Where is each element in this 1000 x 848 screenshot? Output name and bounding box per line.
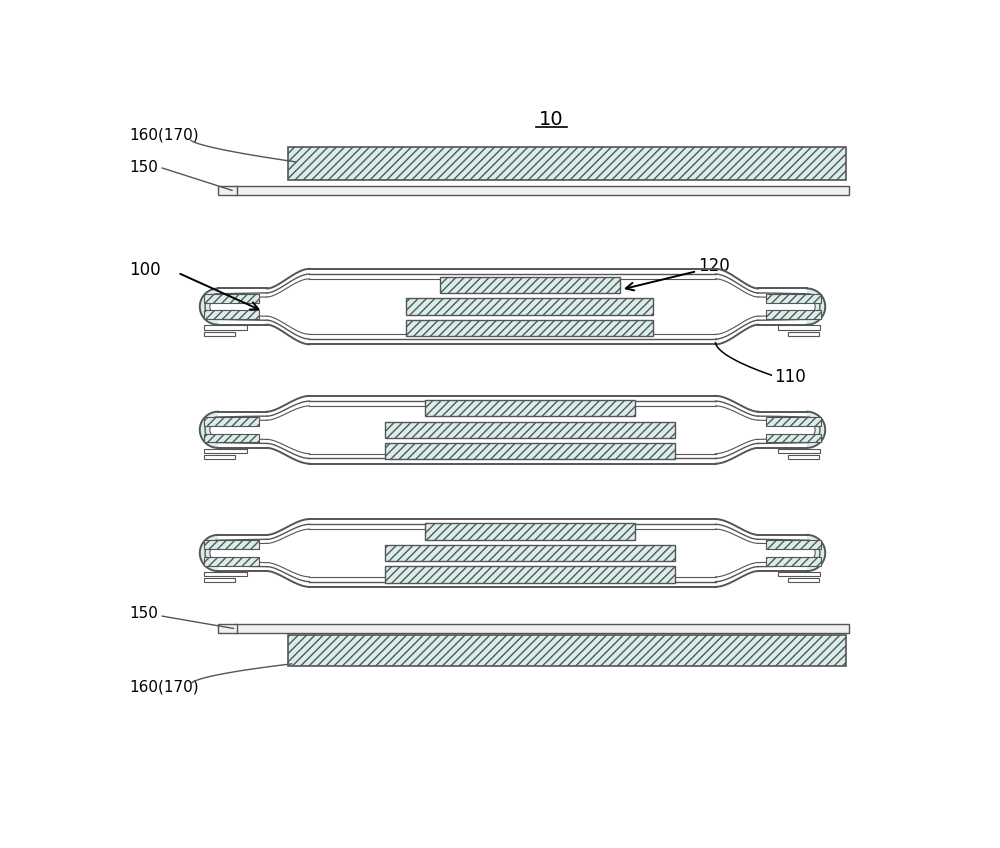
- Bar: [425, 523, 635, 539]
- Bar: [204, 294, 259, 303]
- Bar: [788, 332, 819, 336]
- Bar: [288, 634, 846, 667]
- Bar: [204, 326, 247, 330]
- Polygon shape: [309, 269, 716, 344]
- Bar: [778, 326, 820, 330]
- Bar: [385, 444, 675, 460]
- Bar: [288, 148, 846, 180]
- Bar: [766, 417, 821, 426]
- Bar: [406, 298, 653, 315]
- Bar: [778, 572, 820, 576]
- Bar: [204, 455, 235, 459]
- Bar: [204, 417, 259, 426]
- Bar: [204, 540, 259, 550]
- Text: 120: 120: [698, 257, 730, 275]
- Bar: [440, 277, 620, 293]
- Bar: [406, 320, 653, 336]
- Bar: [218, 186, 237, 195]
- Text: 110: 110: [774, 368, 806, 387]
- Bar: [204, 332, 235, 336]
- Polygon shape: [807, 535, 825, 571]
- Bar: [385, 545, 675, 561]
- Bar: [766, 310, 821, 320]
- Polygon shape: [807, 288, 825, 325]
- Text: 150: 150: [129, 606, 158, 622]
- Bar: [218, 624, 237, 633]
- Bar: [204, 557, 259, 566]
- Bar: [766, 557, 821, 566]
- Bar: [425, 400, 635, 416]
- Bar: [778, 449, 820, 453]
- Bar: [788, 455, 819, 459]
- Bar: [204, 310, 259, 320]
- Text: 160(170): 160(170): [129, 127, 198, 142]
- Polygon shape: [309, 519, 716, 587]
- Bar: [766, 540, 821, 550]
- Polygon shape: [200, 411, 218, 448]
- Polygon shape: [200, 288, 218, 325]
- Bar: [204, 449, 247, 453]
- Polygon shape: [807, 411, 825, 448]
- Bar: [235, 624, 849, 633]
- Bar: [385, 566, 675, 583]
- Text: 150: 150: [129, 160, 158, 176]
- Bar: [204, 578, 235, 583]
- Bar: [235, 186, 849, 195]
- Text: 160(170): 160(170): [129, 679, 198, 695]
- Bar: [766, 433, 821, 443]
- Bar: [204, 572, 247, 576]
- Bar: [788, 578, 819, 583]
- Polygon shape: [200, 535, 218, 571]
- Bar: [204, 433, 259, 443]
- Text: 10: 10: [539, 110, 564, 129]
- Bar: [385, 421, 675, 438]
- Polygon shape: [309, 396, 716, 464]
- Text: 100: 100: [129, 260, 160, 279]
- Bar: [766, 294, 821, 303]
